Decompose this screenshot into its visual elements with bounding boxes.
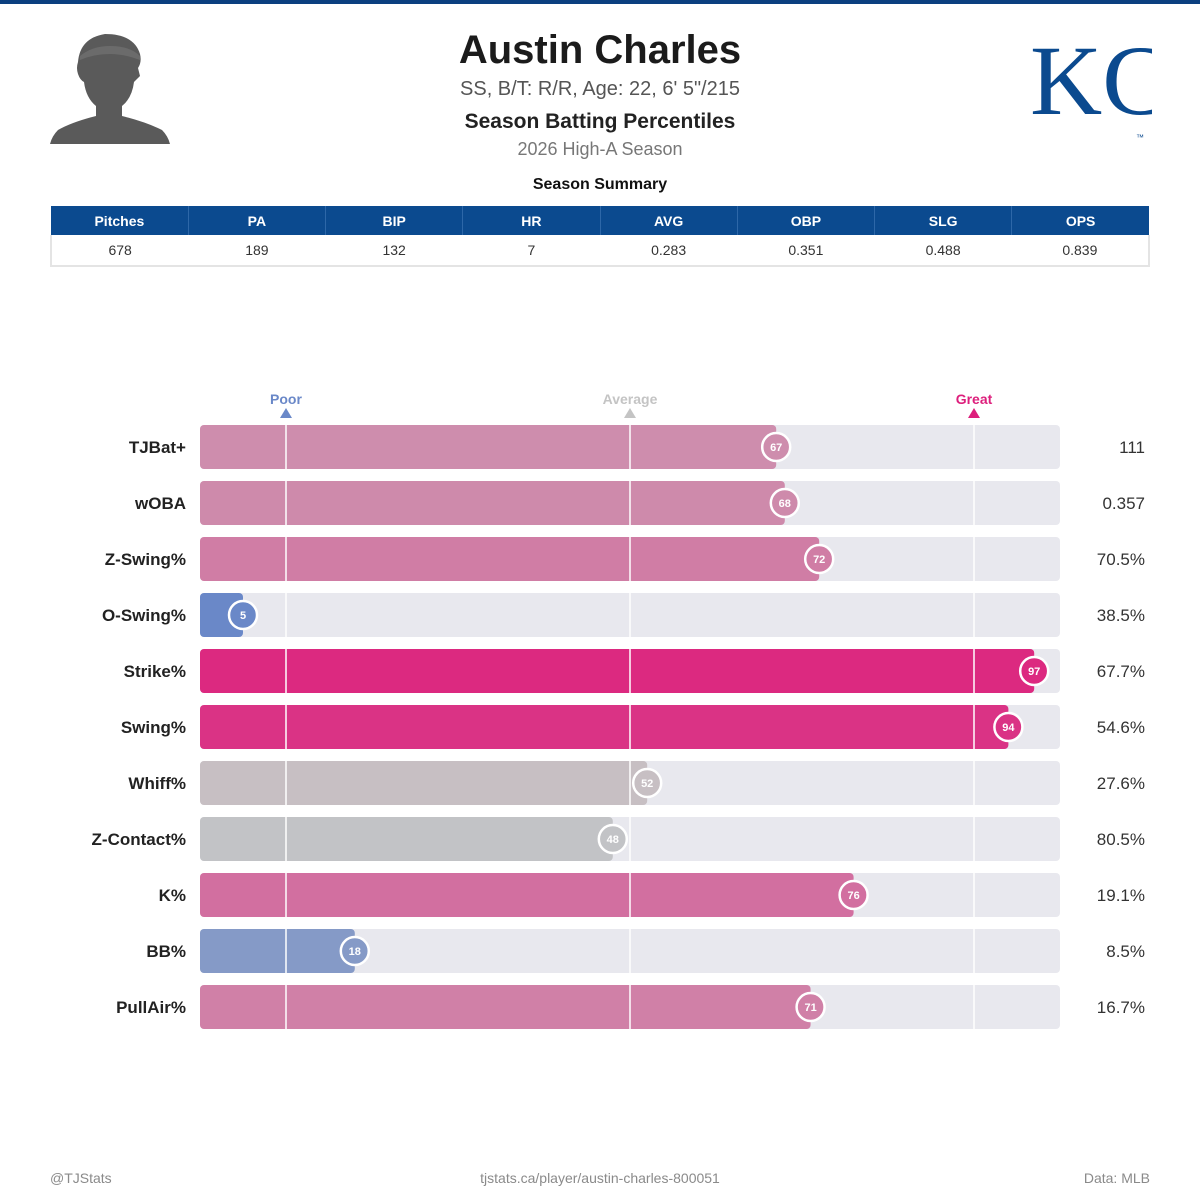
percentile-bar — [200, 761, 648, 805]
category-label: Z-Contact% — [92, 830, 186, 849]
percentile-value: 97 — [1028, 666, 1040, 678]
stat-value: 80.5% — [1097, 830, 1145, 849]
summary-col-ops: OPS — [1011, 206, 1149, 235]
summary-val-pa: 189 — [188, 235, 326, 267]
summary-col-obp: OBP — [737, 206, 876, 235]
scale-label-poor: Poor — [270, 391, 302, 407]
stat-value: 19.1% — [1097, 886, 1145, 905]
percentile-value: 68 — [779, 498, 791, 510]
summary-header-row: Pitches PA BIP HR AVG OBP SLG OPS — [51, 206, 1149, 235]
team-logo: KC ™ — [1030, 26, 1152, 142]
summary-col-pitches: Pitches — [51, 206, 189, 235]
percentile-bar — [200, 985, 811, 1029]
percentile-bar-chart: Poor Average Great TJBat+ 67 111 wOBA 68 0.357 Z-… — [92, 391, 1145, 1029]
footer-handle: @TJStats — [50, 1170, 112, 1186]
percentile-value: 48 — [607, 834, 619, 846]
category-label: Strike% — [124, 662, 186, 681]
summary-val-ops: 0.839 — [1011, 235, 1151, 267]
summary-col-bip: BIP — [325, 206, 464, 235]
footer-source: Data: MLB — [1083, 1170, 1150, 1186]
percentile-value: 18 — [349, 946, 361, 958]
scale-marker-average-icon — [624, 408, 636, 418]
percentile-value: 5 — [240, 610, 246, 622]
percentile-bubble — [769, 487, 801, 519]
summary-val-avg: 0.283 — [600, 235, 738, 267]
percentile-bar — [200, 537, 820, 581]
percentile-bubble — [597, 823, 629, 855]
category-label: TJBat+ — [129, 438, 186, 457]
category-label: PullAir% — [116, 998, 186, 1017]
summary-title: Season Summary — [532, 176, 668, 193]
top-accent-rule — [0, 0, 1200, 4]
percentile-bar — [200, 705, 1009, 749]
footer-url[interactable]: tjstats.ca/player/austin-charles-800051 — [480, 1170, 720, 1186]
percentile-value: 76 — [847, 890, 859, 902]
player-bio: SS, B/T: R/R, Age: 22, 6' 5"/215 — [460, 78, 740, 100]
scale-marker-great-icon — [968, 408, 980, 418]
stat-value: 38.5% — [1097, 606, 1145, 625]
percentile-bubble — [838, 879, 869, 911]
summary-col-slg: SLG — [874, 206, 1013, 235]
percentile-bubble — [631, 767, 663, 799]
percentile-bar — [200, 817, 613, 861]
chart-subtitle: Season Batting Percentiles — [464, 110, 736, 133]
category-label: wOBA — [134, 494, 186, 513]
stat-value: 16.7% — [1097, 998, 1145, 1017]
percentile-bubble — [339, 935, 371, 967]
summary-val-obp: 0.351 — [737, 235, 875, 267]
percentile-bar — [200, 873, 854, 917]
category-label: Swing% — [121, 718, 186, 737]
percentile-bubble — [795, 991, 826, 1023]
summary-col-pa: PA — [188, 206, 327, 235]
player-name: Austin Charles — [458, 28, 742, 72]
stat-value: 111 — [1119, 438, 1145, 457]
scale-marker-poor-icon — [280, 408, 292, 418]
season-label: 2026 High-A Season — [517, 139, 683, 159]
summary-val-bip: 132 — [325, 235, 463, 267]
summary-val-pitches: 678 — [49, 235, 189, 267]
scale-label-great: Great — [956, 391, 993, 407]
category-label: Whiff% — [128, 774, 186, 793]
stat-value: 54.6% — [1097, 718, 1145, 737]
percentile-bubble — [1018, 655, 1050, 687]
season-summary-table: Pitches PA BIP HR AVG OBP SLG OPS 678 18… — [49, 206, 1151, 267]
svg-text:™: ™ — [1136, 133, 1144, 142]
stat-value: 67.7% — [1097, 662, 1145, 681]
stat-value: 8.5% — [1106, 942, 1145, 961]
summary-val-slg: 0.488 — [874, 235, 1012, 267]
percentile-bubble — [227, 599, 259, 631]
summary-value-row: 678 189 132 7 0.283 0.351 0.488 0.839 — [49, 235, 1151, 267]
stat-value: 27.6% — [1097, 774, 1145, 793]
category-label: Z-Swing% — [105, 550, 186, 569]
percentile-bar — [200, 425, 777, 469]
category-label: K% — [159, 886, 186, 905]
percentile-bar — [200, 929, 355, 973]
summary-col-avg: AVG — [600, 206, 738, 235]
percentile-value: 52 — [641, 778, 653, 790]
summary-val-hr: 7 — [462, 235, 600, 267]
percentile-value: 94 — [1002, 722, 1015, 734]
category-label: O-Swing% — [102, 606, 186, 625]
percentile-bar — [200, 593, 243, 637]
summary-col-hr: HR — [462, 206, 601, 235]
percentile-bubble — [760, 431, 792, 463]
percentile-bar — [200, 481, 785, 525]
stat-value: 0.357 — [1102, 494, 1145, 513]
scale-label-average: Average — [603, 391, 658, 407]
percentile-value: 71 — [804, 1002, 816, 1014]
player-silhouette-icon — [50, 34, 170, 144]
percentile-value: 67 — [770, 442, 782, 454]
stat-value: 70.5% — [1097, 550, 1145, 569]
percentile-bubble — [993, 711, 1024, 743]
logo-monogram: KC — [1030, 26, 1152, 136]
percentile-bar — [200, 649, 1035, 693]
category-label: BB% — [146, 942, 186, 961]
percentile-value: 72 — [813, 554, 825, 566]
percentile-bubble — [803, 543, 835, 575]
